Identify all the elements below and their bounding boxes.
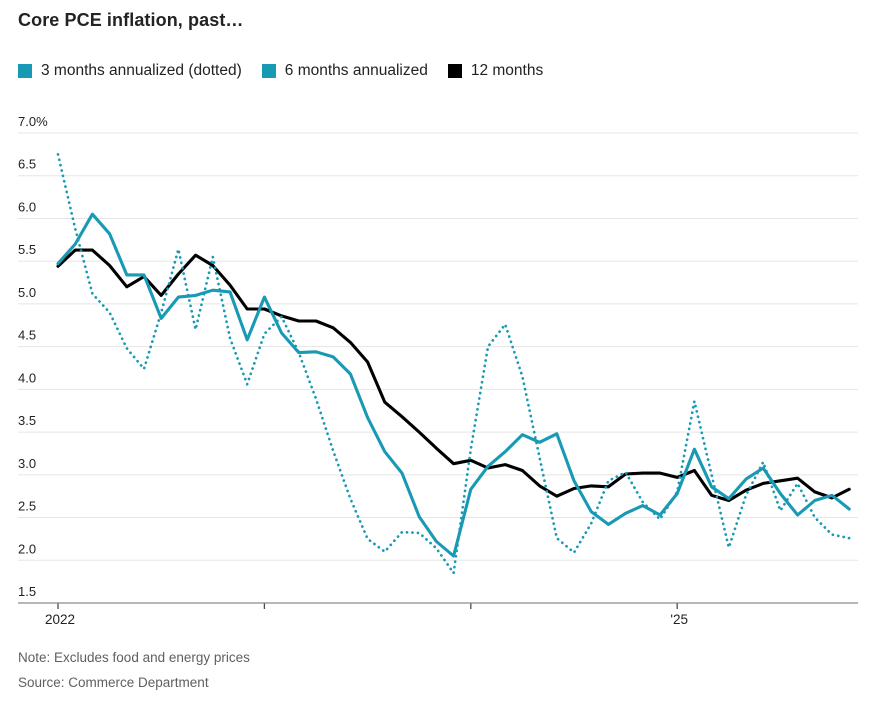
y-axis-label: 6.5 <box>18 157 36 172</box>
legend-swatch-12-months-icon <box>447 64 462 78</box>
series-line-12-months <box>56 248 851 503</box>
y-axis-label: 3.0 <box>18 456 36 471</box>
series-line-6-months-annualized <box>56 212 851 558</box>
legend-label-6-months: 6 months annualized <box>284 62 428 79</box>
y-axis-label: 5.0 <box>18 285 36 300</box>
legend-item-3-months: 3 months annualized (dotted) <box>18 62 242 80</box>
x-axis-label: '25 <box>670 612 688 627</box>
chart-source: Source: Commerce Department <box>18 675 209 690</box>
x-axis-label: 2022 <box>45 612 75 627</box>
legend-item-6-months: 6 months annualized <box>261 62 428 80</box>
legend: 3 months annualized (dotted) 6 months an… <box>18 62 563 80</box>
legend-label-12-months: 12 months <box>470 62 544 79</box>
legend-swatch-3-months-icon <box>18 64 32 78</box>
y-axis-label: 2.5 <box>18 499 36 514</box>
legend-item-12-months: 12 months <box>447 62 544 80</box>
y-axis-label: 4.5 <box>18 328 36 343</box>
legend-swatch-6-months-icon <box>261 64 276 78</box>
page-title: Core PCE inflation, past… <box>18 10 244 30</box>
legend-label-3-months: 3 months annualized (dotted) <box>41 62 242 79</box>
y-axis-label: 6.0 <box>18 199 36 214</box>
series-line-3-months-annualized-dotted- <box>56 153 851 575</box>
y-axis-label: 5.5 <box>18 242 36 257</box>
y-axis-label: 1.5 <box>18 584 36 599</box>
y-axis-label: 4.0 <box>18 370 36 385</box>
y-axis-label: 7.0% <box>18 114 48 129</box>
y-axis-label: 2.0 <box>18 541 36 556</box>
chart-note: Note: Excludes food and energy prices <box>18 650 250 665</box>
y-axis-label: 3.5 <box>18 413 36 428</box>
